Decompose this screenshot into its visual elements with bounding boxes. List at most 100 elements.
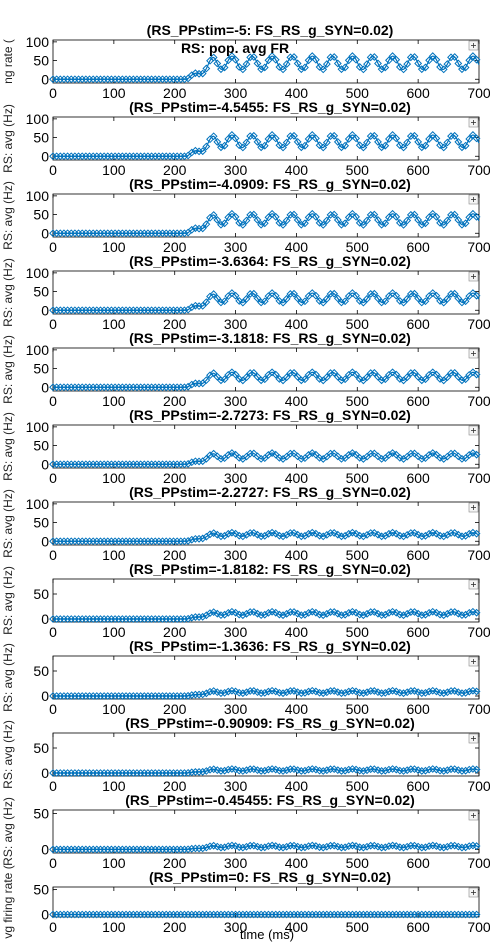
data-point	[439, 298, 448, 307]
data-point	[403, 138, 412, 147]
x-tick-label: 600	[406, 162, 430, 178]
zoom-plus-icon[interactable]	[468, 194, 479, 205]
data-point	[399, 611, 408, 620]
x-tick-label: 100	[102, 393, 126, 409]
x-tick-label: 100	[102, 855, 126, 871]
data-point	[461, 219, 470, 228]
data-point	[224, 135, 233, 143]
data-point	[231, 134, 240, 143]
data-point	[297, 454, 306, 463]
data-point	[282, 373, 291, 382]
data-point	[417, 143, 426, 152]
data-point	[377, 65, 386, 74]
data-point	[414, 530, 423, 539]
y-tick-label: 50	[33, 515, 49, 531]
y-tick-label: 50	[33, 882, 49, 898]
data-point	[344, 529, 353, 538]
x-tick-label: 600	[406, 701, 430, 717]
data-point	[209, 369, 218, 378]
data-point	[439, 843, 448, 852]
data-point	[282, 60, 291, 68]
data-point	[217, 767, 225, 775]
data-point	[253, 138, 262, 146]
subplot-1: (RS_PPstim=-5: FS_RS_g_SYN=0.02) 0 100 200 3…	[1, 22, 490, 101]
x-tick-label: 600	[406, 316, 430, 332]
zoom-plus-icon[interactable]	[468, 40, 479, 51]
zoom-plus-icon[interactable]	[468, 425, 479, 436]
zoom-plus-icon[interactable]	[468, 117, 479, 128]
data-point	[235, 375, 244, 383]
data-point	[436, 141, 444, 150]
zoom-plus-icon[interactable]	[468, 271, 479, 282]
data-point	[392, 212, 401, 221]
data-point	[224, 842, 233, 851]
subplot-8: (RS_PPstim=-1.8182: FS_RS_g_SYN=0.02) 0 10…	[1, 561, 490, 640]
zoom-plus-icon[interactable]	[468, 502, 479, 513]
data-point	[322, 530, 331, 539]
zoom-plus-icon[interactable]	[468, 733, 479, 744]
subplot-10: (RS_PPstim=-0.90909: FS_RS_g_SYN=0.02) 0 1…	[1, 715, 490, 794]
data-point	[385, 842, 393, 851]
data-point	[206, 687, 214, 696]
data-point	[366, 210, 375, 219]
zoom-plus-icon[interactable]	[468, 810, 479, 821]
data-point	[359, 532, 368, 541]
data-point	[472, 842, 481, 850]
data-point	[381, 141, 390, 150]
x-tick-label: 0	[49, 316, 57, 332]
data-point	[282, 294, 291, 303]
subplot-4: (RS_PPstim=-3.6364: FS_RS_g_SYN=0.02) 0 10…	[1, 253, 490, 332]
y-tick-label: 50	[33, 740, 49, 756]
data-point	[209, 211, 218, 219]
data-point	[275, 297, 284, 305]
data-point	[388, 368, 397, 377]
data-point	[366, 529, 375, 537]
y-tick-label: 50	[33, 806, 49, 822]
zoom-plus-icon[interactable]	[468, 579, 479, 590]
data-point	[359, 689, 368, 698]
data-point	[417, 767, 426, 775]
zoom-plus-icon[interactable]	[468, 656, 479, 667]
subplot-12: (RS_PPstim=0: FS_RS_g_SYN=0.02) 0 100 200 30…	[1, 865, 490, 938]
data-point	[198, 690, 207, 699]
data-point	[352, 55, 360, 64]
data-point	[461, 688, 470, 697]
data-point	[279, 611, 287, 620]
data-point	[385, 765, 393, 774]
zoom-plus-icon[interactable]	[468, 887, 479, 898]
data-point	[242, 373, 251, 382]
data-point	[374, 609, 382, 618]
data-point	[220, 297, 229, 306]
data-point	[198, 612, 207, 621]
data-point	[443, 60, 452, 68]
data-point	[344, 135, 353, 143]
data-point	[217, 611, 225, 620]
y-tick-label: 0	[41, 148, 49, 164]
data-point	[385, 608, 393, 617]
data-point	[209, 449, 218, 458]
data-point	[195, 534, 203, 543]
data-point	[414, 59, 423, 68]
data-point	[257, 376, 266, 385]
x-tick-label: 600	[406, 778, 430, 794]
data-point	[282, 842, 291, 851]
x-tick-label: 0	[49, 919, 57, 935]
zoom-plus-icon[interactable]	[468, 348, 479, 359]
x-tick-label: 700	[467, 316, 490, 332]
data-point	[286, 369, 295, 377]
data-point	[220, 63, 229, 72]
y-axis-label: RS: avg (Hz)	[1, 181, 15, 250]
subplot-title: (RS_PPstim=-2.7273: FS_RS_g_SYN=0.02)	[129, 407, 411, 423]
data-point	[249, 608, 258, 616]
data-point	[461, 531, 470, 540]
data-point	[458, 532, 466, 541]
x-tick-label: 300	[224, 470, 248, 486]
data-point	[406, 132, 415, 141]
data-point	[458, 376, 466, 385]
data-point	[326, 132, 335, 141]
data-point	[220, 375, 229, 384]
x-tick-label: 0	[49, 470, 57, 486]
x-tick-label: 100	[102, 624, 126, 640]
data-point	[308, 52, 317, 60]
data-point	[403, 688, 412, 697]
